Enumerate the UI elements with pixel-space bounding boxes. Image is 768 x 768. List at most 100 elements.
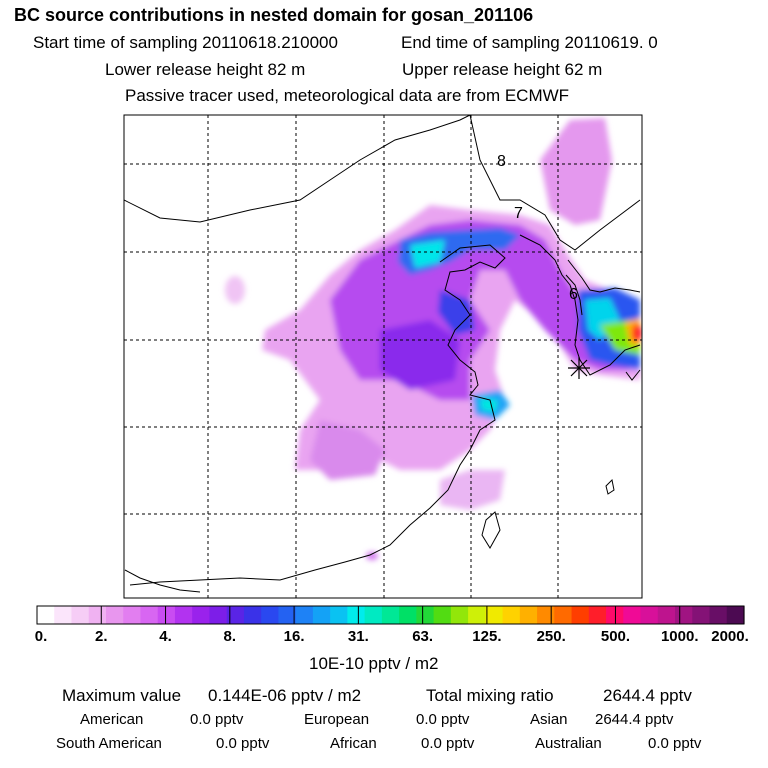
colorbar-cell xyxy=(192,606,211,624)
plume-shanghai-core xyxy=(480,398,498,412)
colorbar-cell xyxy=(295,606,314,624)
colorbar-cell xyxy=(416,606,435,624)
lat-lon-grid xyxy=(124,115,642,598)
colorbar-tick-label: 63. xyxy=(412,628,434,645)
colorbar-cell xyxy=(123,606,142,624)
island-ryukyu xyxy=(605,478,615,495)
colorbar-cell xyxy=(502,606,521,624)
region-name: South American xyxy=(56,735,162,752)
contour-6 xyxy=(565,274,583,316)
region-name: Australian xyxy=(535,735,602,752)
colorbar-cell xyxy=(657,606,676,624)
colorbar-tick-label: 31. xyxy=(347,628,369,645)
region-value: 0.0 pptv xyxy=(216,735,270,752)
colorbar-cell xyxy=(261,606,280,624)
start-time: Start time of sampling 20110618.210000 xyxy=(33,33,338,52)
colorbar-cell xyxy=(485,606,504,624)
contour-label-8: 8 xyxy=(497,153,506,170)
colorbar-cell xyxy=(54,606,73,624)
colorbar-cell xyxy=(709,606,728,624)
contour-label-6: 6 xyxy=(569,286,578,303)
taiwan xyxy=(481,511,501,549)
colorbar-cell xyxy=(381,606,400,624)
colorbar-cell xyxy=(468,606,486,624)
max-value-label: Maximum value xyxy=(62,686,182,705)
border-northeast xyxy=(469,115,641,251)
region-name: Asian xyxy=(530,711,568,728)
colorbar-cell xyxy=(623,606,642,624)
colorbar-unit: 10E-10 pptv / m2 xyxy=(309,654,439,673)
region-name: European xyxy=(304,711,370,728)
colorbar-cell xyxy=(692,606,711,624)
colorbar-cell xyxy=(433,606,452,624)
colorbar-cell xyxy=(519,606,538,624)
colorbar-cells xyxy=(37,606,745,624)
plume-south-east xyxy=(440,470,505,510)
colorbar-cell xyxy=(571,606,590,624)
colorbar-cell xyxy=(399,606,417,624)
region-name: American xyxy=(80,711,144,728)
korea-coast xyxy=(519,234,641,376)
total-mixing-value: 2644.4 pptv xyxy=(603,686,692,705)
plume-korea-cyan xyxy=(585,298,620,340)
colorbar-cell xyxy=(226,606,245,624)
plume-blue-coast xyxy=(438,290,475,335)
colorbar-tick-label: 0. xyxy=(34,628,48,645)
colorbar-cell xyxy=(347,606,366,624)
region-name: African xyxy=(330,735,377,752)
plume-small-spot xyxy=(366,552,378,560)
colorbar-cell xyxy=(37,606,55,624)
release-contours xyxy=(565,274,583,316)
region-value: 2644.4 pptv xyxy=(595,711,674,728)
plume-north xyxy=(540,118,612,225)
colorbar-cell xyxy=(364,606,383,624)
total-mixing-label: Total mixing ratio xyxy=(426,686,554,705)
colorbar-cell xyxy=(209,606,228,624)
tracer-note: Passive tracer used, meteorological data… xyxy=(125,86,570,105)
border-north xyxy=(124,115,471,223)
upper-release-height: Upper release height 62 m xyxy=(402,60,603,79)
colorbar-cell xyxy=(71,606,90,624)
max-value: 0.144E-06 pptv / m2 xyxy=(208,686,362,705)
colorbar-tick-label: 16. xyxy=(283,628,305,645)
japan-edge xyxy=(625,369,641,381)
colorbar-tick-label: 500. xyxy=(600,628,631,645)
colorbar-cell xyxy=(537,606,555,624)
colorbar-cell xyxy=(554,606,573,624)
map-frame xyxy=(123,114,643,599)
colorbar-cell xyxy=(312,606,331,624)
plume-core-west xyxy=(380,320,460,390)
plume-west xyxy=(225,276,245,304)
region-value: 0.0 pptv xyxy=(190,711,244,728)
plume-korea-max xyxy=(632,324,642,342)
colorbar-cell xyxy=(278,606,297,624)
colorbar-cell xyxy=(174,606,193,624)
plot-title: BC source contributions in nested domain… xyxy=(14,5,534,25)
colorbar-tick-label: 8. xyxy=(223,628,237,645)
colorbar-tick-label: 250. xyxy=(536,628,566,645)
lower-release-height: Lower release height 82 m xyxy=(105,60,306,79)
colorbar-cell xyxy=(675,606,693,624)
colorbar-cell xyxy=(243,606,262,624)
korea-north-coast xyxy=(567,259,641,293)
plume-south xyxy=(310,420,385,480)
colorbar-cell xyxy=(726,606,745,624)
colorbar-cell xyxy=(157,606,176,624)
region-value: 0.0 pptv xyxy=(648,735,702,752)
colorbar-cell xyxy=(588,606,607,624)
colorbar-cell xyxy=(105,606,124,624)
colorbar-cell xyxy=(140,606,159,624)
colorbar-dividers xyxy=(100,606,681,624)
colorbar-cell xyxy=(640,606,659,624)
colorbar-tick-label: 4. xyxy=(159,628,172,645)
region-value: 0.0 pptv xyxy=(416,711,470,728)
colorbar-cell xyxy=(450,606,469,624)
colorbar-tick-label: 2. xyxy=(95,628,108,645)
china-coast xyxy=(129,244,506,586)
receptor-star-icon xyxy=(568,357,590,379)
colorbar-frame xyxy=(36,605,745,625)
colorbar-cell xyxy=(88,606,107,624)
southwest-border xyxy=(124,569,201,593)
